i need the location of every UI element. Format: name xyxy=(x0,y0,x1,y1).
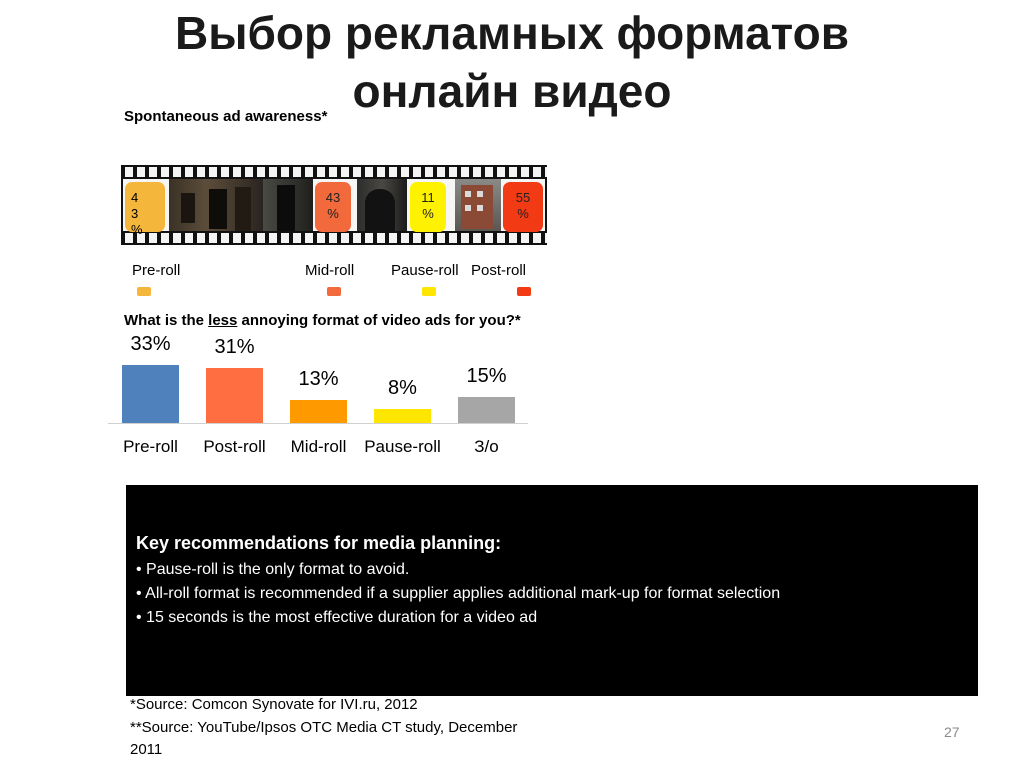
recommendation-item: • All-roll format is recommended if a su… xyxy=(136,585,781,602)
source-line-1: *Source: Comcon Synovate for IVI.ru, 201… xyxy=(130,696,418,713)
film-frame xyxy=(357,179,407,231)
bar-value-label: 13% xyxy=(298,368,339,390)
badge-pause-roll-value: 11 % xyxy=(421,190,435,221)
recommendations-box: Key recommendations for media planning: … xyxy=(126,485,978,696)
annoying-question-after: annoying format of video ads for you?* xyxy=(237,312,521,329)
bar-category-label: Pause-roll xyxy=(364,437,441,456)
awareness-question: Spontaneous ad awareness* xyxy=(124,108,328,125)
legend-label-post-roll: Post-roll xyxy=(471,262,527,279)
bar-mid-roll xyxy=(290,400,347,423)
legend-swatch-pre-roll xyxy=(137,287,151,296)
bar-category-label: Pre-roll xyxy=(123,437,178,456)
chart-baseline xyxy=(108,423,528,424)
bar-з-о xyxy=(458,397,515,423)
bar-pre-roll xyxy=(122,365,179,423)
badge-post-roll-value: 55 % xyxy=(515,190,531,221)
film-frame xyxy=(263,179,313,231)
bar-category-label: З/о xyxy=(474,437,499,456)
badge-pre-roll-value: 4 3 % xyxy=(131,190,143,237)
bar-post-roll xyxy=(206,368,263,423)
bar-value-label: 8% xyxy=(388,377,417,399)
badge-pause-roll: 11 % xyxy=(410,182,446,232)
badge-mid-roll-value: 43 % xyxy=(325,190,341,221)
bar-value-label: 31% xyxy=(214,336,255,358)
slide-title-line2: онлайн видео xyxy=(352,65,672,117)
source-line-3: 2011 xyxy=(130,741,163,758)
source-line-2: **Source: YouTube/Ipsos OTC Media CT stu… xyxy=(130,719,518,736)
slide-title: Выбор рекламных форматов онлайн видео xyxy=(0,4,1024,120)
legend-swatch-mid-roll xyxy=(327,287,341,296)
legend-label-pre-roll: Pre-roll xyxy=(132,262,181,279)
bar-pause-roll xyxy=(374,409,431,423)
bar-value-label: 15% xyxy=(466,365,507,387)
page-number: 27 xyxy=(944,724,960,740)
badge-mid-roll: 43 % xyxy=(315,182,351,232)
slide-title-line1: Выбор рекламных форматов xyxy=(175,7,849,59)
film-frame xyxy=(169,179,263,231)
legend-swatch-post-roll xyxy=(517,287,531,296)
bar-value-label: 33% xyxy=(130,333,171,355)
film-frame xyxy=(455,179,501,231)
legend-swatch-pause-roll xyxy=(422,287,436,296)
annoying-question-underlined: less xyxy=(208,312,238,329)
annoying-question-before: What is the xyxy=(124,312,209,329)
badge-post-roll: 55 % xyxy=(503,182,543,232)
bar-category-label: Mid-roll xyxy=(290,437,347,456)
legend-label-mid-roll: Mid-roll xyxy=(305,262,355,279)
bar-category-label: Post-roll xyxy=(203,437,266,456)
film-perforation-top xyxy=(121,167,547,177)
recommendation-item: • Pause-roll is the only format to avoid… xyxy=(136,561,410,578)
recommendations-heading: Key recommendations for media planning: xyxy=(136,533,502,553)
annoying-question: What is the less annoying format of vide… xyxy=(124,312,521,329)
film-perforation-bottom xyxy=(121,233,547,243)
badge-pre-roll: 4 3 % xyxy=(125,182,165,237)
recommendation-item: • 15 seconds is the most effective durat… xyxy=(136,609,538,626)
legend-label-pause-roll: Pause-roll xyxy=(391,262,459,279)
